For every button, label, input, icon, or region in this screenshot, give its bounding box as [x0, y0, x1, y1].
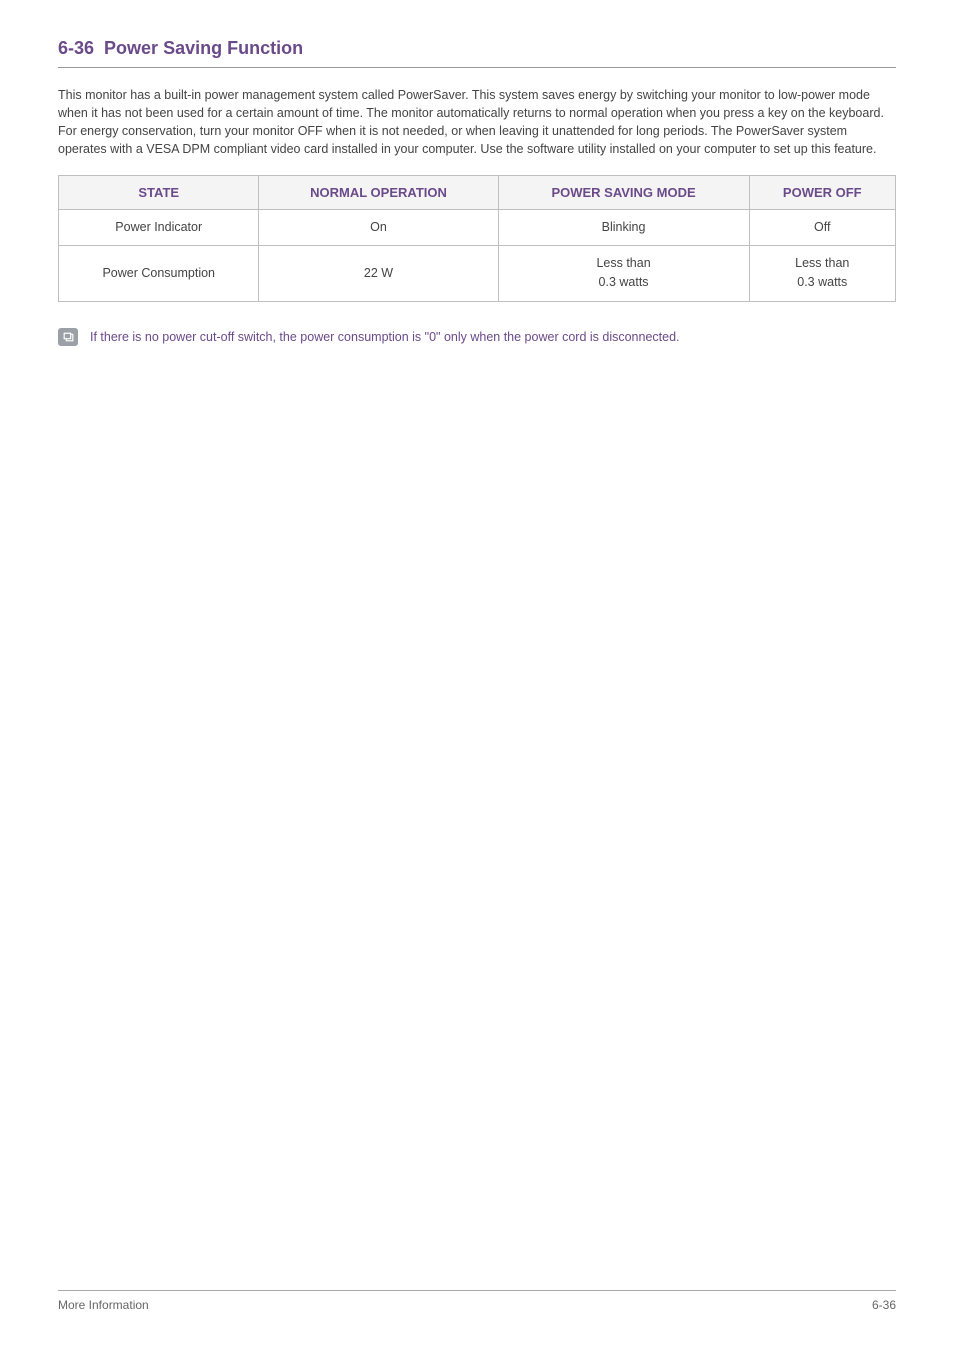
col-normal: NORMAL OPERATION: [259, 175, 498, 209]
section-heading: 6-36 Power Saving Function: [58, 38, 896, 68]
intro-paragraph: This monitor has a built-in power manage…: [58, 86, 896, 159]
row-label: Power Indicator: [59, 209, 259, 245]
cell-normal: 22 W: [259, 245, 498, 301]
section-number: 6-36: [58, 38, 94, 58]
section-title-text: Power Saving Function: [104, 38, 303, 58]
note: If there is no power cut-off switch, the…: [58, 328, 896, 347]
cell-off: Off: [749, 209, 895, 245]
power-table: STATE NORMAL OPERATION POWER SAVING MODE…: [58, 175, 896, 302]
col-saving: POWER SAVING MODE: [498, 175, 749, 209]
col-state: STATE: [59, 175, 259, 209]
footer-left: More Information: [58, 1298, 149, 1312]
table-header-row: STATE NORMAL OPERATION POWER SAVING MODE…: [59, 175, 896, 209]
note-text: If there is no power cut-off switch, the…: [90, 328, 680, 347]
note-icon: [58, 328, 78, 346]
table-row: Power Consumption 22 W Less than0.3 watt…: [59, 245, 896, 301]
cell-off: Less than0.3 watts: [749, 245, 895, 301]
cell-saving: Blinking: [498, 209, 749, 245]
footer-right: 6-36: [872, 1298, 896, 1312]
table-row: Power Indicator On Blinking Off: [59, 209, 896, 245]
page-footer: More Information 6-36: [58, 1290, 896, 1312]
page: 6-36 Power Saving Function This monitor …: [0, 0, 954, 1350]
row-label: Power Consumption: [59, 245, 259, 301]
cell-saving: Less than0.3 watts: [498, 245, 749, 301]
col-off: POWER OFF: [749, 175, 895, 209]
cell-normal: On: [259, 209, 498, 245]
